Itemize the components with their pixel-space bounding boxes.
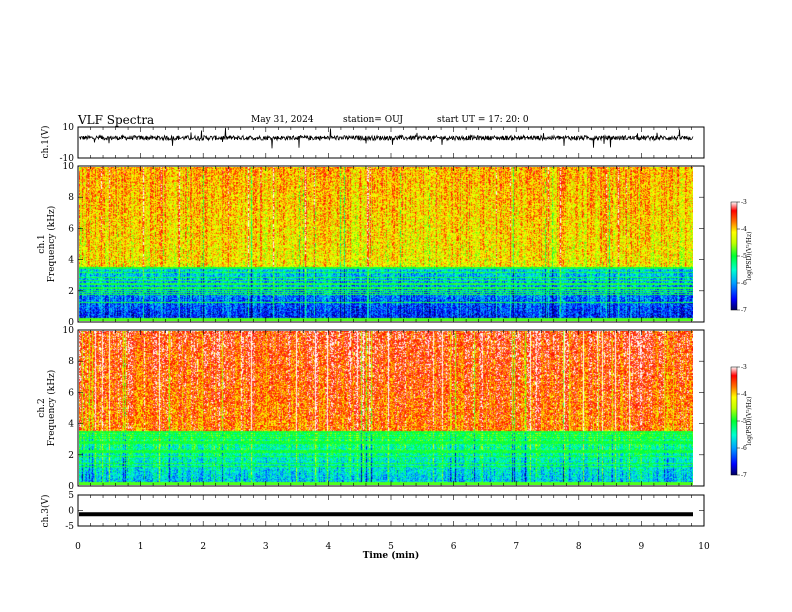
y-tick-label: 2 [68,451,74,461]
y-tick-label: 5 [68,491,74,501]
colorbar-tick-label: -3 [741,199,747,206]
ch1-waveform-xticks [77,127,705,158]
y-tick-label: 2 [68,287,74,297]
y-tick-label: 10 [63,326,75,336]
ch2-spectrogram-channel-label: ch.2 [37,398,47,417]
colorbar-tick-label: -5 [741,418,747,425]
ch1-waveform-line [78,127,694,149]
ch2-spectrogram-yticks: 0 2 4 6 8 10 [63,326,704,492]
x-tick-label: 3 [263,542,269,552]
y-tick-label: 10 [63,123,75,133]
ch2-spectrogram-xticks [77,330,705,486]
x-tick-label: 6 [451,542,457,552]
x-tick-label: 9 [639,542,645,552]
figure-title: VLF Spectra [78,113,155,127]
x-tick-label: 0 [75,542,81,552]
colorbar-tick-label: -5 [741,253,747,260]
ch3-waveform-ylabel: ch.3(V) [40,495,51,528]
ch1-spectrogram-channel-label: ch.1 [37,234,47,253]
colorbar-tick-label: -4 [741,226,747,233]
y-tick-label: -5 [65,522,74,532]
ch2-colorbar-label: log(PSD)(V²/Hz) [746,397,753,446]
ch3-waveform-yticks: 5 0 -5 [65,491,704,532]
ch1-waveform-yticks: 10 -10 [60,123,704,164]
y-tick-label: 0 [68,482,74,492]
ch1-colorbar [730,201,738,311]
ch2-colorbar-ticks: -3 -4 -5 -6 -7 [737,364,747,479]
x-tick-label: 10 [698,542,710,552]
x-tick-label: 4 [326,542,332,552]
x-tick-label: 1 [138,542,144,552]
ch1-spectrogram-xticks [77,166,705,322]
ch1-spectrogram-image [79,167,693,321]
y-tick-label: 0 [68,318,74,328]
ch1-waveform-ylabel: ch.1(V) [40,126,51,159]
ch3-waveform-panel: 50-5 0 1 2 3 4 5 6 7 8 9 10 ch.3(V) Time (min) [40,491,710,561]
colorbar-tick-label: -3 [741,364,747,371]
x-tick-label: 8 [576,542,582,552]
ch1-waveform-panel: 10 -10 ch.1(V) [40,123,705,164]
y-tick-label: 10 [63,162,75,172]
y-tick-label: -10 [60,154,75,164]
colorbar-tick-label: -6 [741,445,747,452]
y-tick-label: 8 [68,357,74,367]
header-start-time: start UT = 17: 20: 0 [437,115,529,125]
y-tick-label: 4 [68,256,74,266]
header-station: station= OUJ [343,115,404,125]
ch1-colorbar-ticks: -3 -4 -5 -6 -7 [737,199,747,314]
x-axis-label: Time (min) [363,550,420,561]
colorbar-tick-label: -7 [741,307,747,314]
colorbar-tick-label: -6 [741,280,747,287]
ch2-spectrogram-ylabel: Frequency (kHz) [46,370,57,447]
x-tick-label: 7 [513,542,519,552]
ch3-waveform-xticks: 0 1 2 3 4 5 6 7 8 9 10 [75,495,710,552]
y-tick-label: 0 [68,507,74,517]
ch2-colorbar [730,366,738,476]
x-tick-label: 5 [388,542,394,552]
colorbar-tick-label: -7 [741,472,747,479]
ch1-spectrogram-ylabel: Frequency (kHz) [46,206,57,283]
y-tick-label: 6 [68,388,74,398]
y-tick-label: 6 [68,224,74,234]
ch2-spectrogram-image [79,331,693,485]
y-tick-label: 4 [68,420,74,430]
y-tick-label: 8 [68,193,74,203]
header-date: May 31, 2024 [251,115,314,125]
ch1-colorbar-label: log(PSD)(V²/Hz) [746,232,753,281]
x-tick-label: 2 [200,542,206,552]
colorbar-tick-label: -4 [741,391,747,398]
ch1-spectrogram-yticks: 0 2 4 6 8 10 [63,162,704,328]
